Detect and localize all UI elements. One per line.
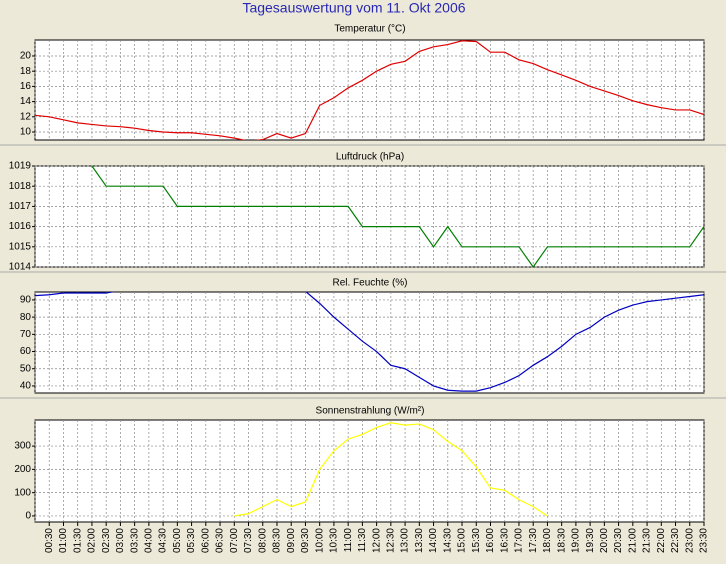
x-tick-label: 04:00 [144, 528, 155, 553]
x-tick-label: 20:00 [599, 528, 610, 553]
y-tick-label: 1018 [9, 181, 32, 192]
y-tick-label: 1016 [9, 221, 32, 232]
y-tick-label: 16 [20, 81, 32, 92]
x-tick-label: 23:30 [699, 528, 710, 553]
x-tick-label: 13:30 [414, 528, 425, 553]
page-title: Tagesauswertung vom 11. Okt 2006 [242, 0, 465, 16]
x-tick-label: 10:00 [314, 528, 325, 553]
series-group [91, 166, 704, 267]
data-line [35, 40, 704, 140]
y-tick-label: 12 [20, 111, 32, 122]
x-tick-label: 05:00 [172, 528, 183, 553]
y-tick-label: 1014 [9, 262, 32, 273]
y-tick-label: 20 [20, 51, 32, 62]
plot-area [34, 165, 705, 268]
x-tick-label: 11:00 [343, 528, 354, 553]
x-tick-label: 12:30 [385, 528, 396, 553]
x-tick-label: 03:00 [115, 528, 126, 553]
x-tick-label: 08:00 [257, 528, 268, 553]
x-tick-label: 15:30 [471, 528, 482, 553]
x-tick-label: 04:30 [158, 528, 169, 553]
y-tick-label: 60 [20, 346, 32, 357]
x-tick-label: 15:00 [457, 528, 468, 553]
x-tick-label: 06:30 [215, 528, 226, 553]
panel-title: Luftdruck (hPa) [336, 152, 404, 163]
x-tick-label: 02:00 [87, 528, 98, 553]
x-tick-label: 19:00 [571, 528, 582, 553]
series-group [35, 40, 704, 140]
x-tick-label: 18:30 [556, 528, 567, 553]
x-tick-label: 16:00 [485, 528, 496, 553]
x-tick-label: 07:00 [229, 528, 240, 553]
y-tick-label: 100 [14, 487, 31, 498]
y-tick-label: 1019 [9, 161, 32, 172]
y-tick-label: 1017 [9, 201, 32, 212]
x-tick-label: 08:30 [272, 528, 283, 553]
x-tick-label: 10:30 [329, 528, 340, 553]
x-tick-label: 20:30 [613, 528, 624, 553]
data-line [91, 166, 704, 267]
x-tick-label: 17:00 [514, 528, 525, 553]
series-group [234, 422, 548, 517]
data-line [35, 292, 704, 392]
y-tick-label: 70 [20, 329, 32, 340]
y-tick-label: 300 [14, 441, 31, 452]
x-tick-label: 21:30 [642, 528, 653, 553]
plot-area [34, 39, 705, 141]
x-tick-label: 18:00 [542, 528, 553, 553]
x-tick-label: 11:30 [357, 528, 368, 553]
y-tick-label: 80 [20, 312, 32, 323]
y-tick-label: 200 [14, 464, 31, 475]
x-tick-label: 14:30 [442, 528, 453, 553]
x-tick-label: 09:00 [286, 528, 297, 553]
x-tick-label: 09:30 [300, 528, 311, 553]
y-tick-label: 14 [20, 96, 32, 107]
x-tick-label: 00:30 [44, 528, 55, 553]
x-tick-label: 19:30 [585, 528, 596, 553]
y-tick-label: 1015 [9, 241, 32, 252]
x-tick-label: 23:00 [684, 528, 695, 553]
panel-title: Rel. Feuchte (%) [332, 278, 407, 289]
x-tick-label: 22:00 [656, 528, 667, 553]
x-tick-label: 01:00 [58, 528, 69, 553]
y-tick-label: 50 [20, 363, 32, 374]
y-tick-label: 0 [25, 511, 31, 522]
x-tick-label: 16:30 [499, 528, 510, 553]
x-tick-label: 14:00 [428, 528, 439, 553]
y-tick-label: 10 [20, 127, 32, 138]
series-group [35, 292, 704, 392]
x-tick-label: 05:30 [186, 528, 197, 553]
x-tick-label: 03:30 [129, 528, 140, 553]
x-tick-label: 12:00 [371, 528, 382, 553]
y-tick-label: 18 [20, 66, 32, 77]
x-tick-label: 22:30 [670, 528, 681, 553]
x-tick-label: 02:30 [101, 528, 112, 553]
x-tick-label: 07:30 [243, 528, 254, 553]
plot-area [34, 291, 705, 394]
data-line [234, 422, 548, 517]
x-tick-label: 13:00 [400, 528, 411, 553]
x-tick-label: 17:30 [528, 528, 539, 553]
panel-title: Temperatur (°C) [334, 24, 405, 35]
x-tick-label: 01:30 [72, 528, 83, 553]
y-tick-label: 40 [20, 381, 32, 392]
x-tick-label: 06:00 [200, 528, 211, 553]
x-tick-label: 21:00 [627, 528, 638, 553]
plot-area [34, 419, 705, 523]
y-tick-label: 90 [20, 295, 32, 306]
panel-title: Sonnenstrahlung (W/m²) [316, 406, 425, 417]
